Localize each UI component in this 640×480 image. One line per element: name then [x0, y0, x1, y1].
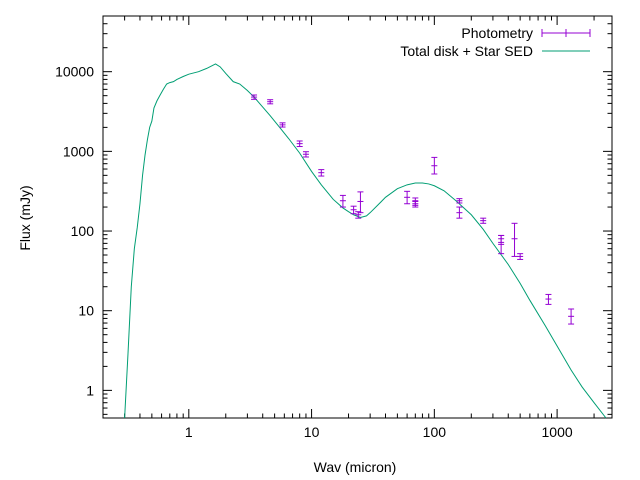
- y-tick-label: 10000: [55, 64, 94, 80]
- legend-label-sed: Total disk + Star SED: [400, 43, 533, 59]
- y-tick-label: 1: [86, 382, 94, 398]
- y-tick-label: 100: [71, 223, 95, 239]
- legend-label-photometry: Photometry: [461, 25, 533, 41]
- photometry-point: [431, 156, 438, 175]
- photometry-point: [279, 122, 286, 128]
- photometry-point: [296, 140, 303, 148]
- legend: Photometry Total disk + Star SED: [400, 25, 591, 59]
- photometry-point: [357, 191, 364, 214]
- photometry-point: [456, 206, 463, 219]
- photometry-point: [404, 190, 411, 205]
- x-tick-label: 10: [304, 424, 320, 440]
- photometry-points-layer: [251, 94, 575, 325]
- photometry-point: [267, 99, 274, 105]
- photometry-point: [318, 169, 325, 177]
- x-tick-label: 1: [185, 424, 193, 440]
- photometry-point: [498, 234, 505, 255]
- axes: 1 10 100 1000 1 10 100 1000 10000: [55, 15, 613, 440]
- sed-line-layer: [124, 63, 607, 419]
- photometry-point: [568, 308, 575, 325]
- photometry-point: [517, 253, 524, 260]
- y-tick-label: 1000: [63, 143, 94, 159]
- photometry-point: [511, 222, 518, 257]
- x-tick-label: 100: [423, 424, 447, 440]
- sed-line: [124, 63, 607, 419]
- photometry-point: [412, 200, 419, 208]
- photometry-point: [302, 151, 309, 158]
- x-axis-label: Wav (micron): [314, 459, 397, 475]
- photometry-point: [545, 293, 552, 305]
- photometry-point: [350, 205, 357, 215]
- y-axis-label: Flux (mJy): [17, 185, 33, 250]
- photometry-point: [251, 94, 258, 100]
- x-tick-label: 1000: [542, 424, 573, 440]
- photometry-point: [339, 194, 346, 208]
- photometry-point: [480, 217, 487, 224]
- tick-marks: [102, 15, 612, 418]
- y-tick-label: 10: [78, 303, 94, 319]
- plot-frame: [102, 15, 613, 419]
- photometry-point: [456, 198, 463, 204]
